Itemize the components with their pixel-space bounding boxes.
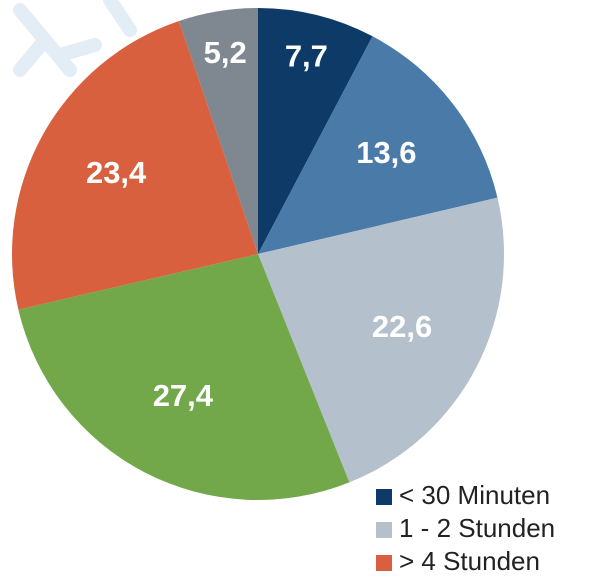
value-label: 22,6 [372,309,432,344]
legend-swatch [376,522,392,538]
legend-label: < 30 Minuten [399,480,550,510]
pie-slice [178,8,258,254]
legend-label: > 4 Stunden [399,546,540,576]
value-label: 5,2 [204,35,247,70]
value-label: 23,4 [86,155,147,190]
legend-swatch [376,489,392,505]
value-label: 27,4 [153,378,214,413]
value-label: 7,7 [285,38,328,73]
legend-swatch [376,555,392,571]
pie-slice [258,197,504,483]
legend-label: 1 - 2 Stunden [399,513,555,543]
background-decoration [13,0,137,77]
pie-slice [18,254,350,500]
pie-slice [12,21,258,310]
value-label: 13,6 [356,135,416,170]
pie-slice [258,36,498,254]
pie-slice [258,8,373,254]
